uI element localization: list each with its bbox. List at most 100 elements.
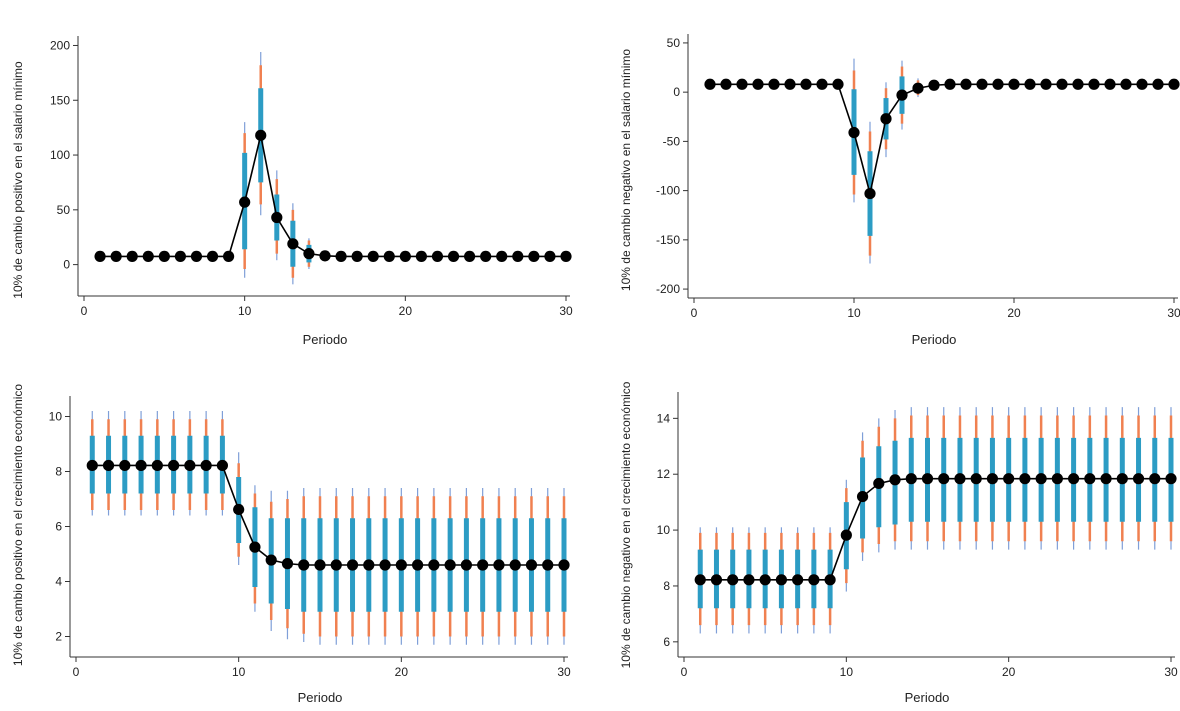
x-tick-label: 10 xyxy=(238,304,252,318)
data-point xyxy=(265,554,277,566)
data-point xyxy=(727,574,739,586)
data-point xyxy=(944,78,956,90)
data-point xyxy=(775,574,788,586)
data-point xyxy=(239,196,251,208)
data-point xyxy=(206,250,219,262)
data-point xyxy=(1088,78,1100,90)
y-tick-label: -50 xyxy=(663,134,681,148)
x-tick-label: 10 xyxy=(232,665,246,679)
data-point xyxy=(428,559,440,571)
data-point xyxy=(190,250,203,262)
data-point xyxy=(1120,78,1132,90)
data-point xyxy=(880,113,892,125)
x-tick-label: 20 xyxy=(399,304,413,318)
data-point xyxy=(986,473,999,485)
data-point xyxy=(743,574,755,586)
data-point xyxy=(1104,78,1116,90)
y-tick-label: 8 xyxy=(663,579,670,593)
data-point xyxy=(856,490,869,503)
data-point xyxy=(509,559,521,571)
y-tick-label: 12 xyxy=(657,467,671,481)
data-point xyxy=(873,477,885,490)
y-axis-title: 10% de cambio negativo en el salario mín… xyxy=(619,49,633,291)
panel-positive-minwage: 10% de cambio positivo en el salario mín… xyxy=(11,36,573,347)
y-tick-label: 4 xyxy=(55,575,62,589)
series-line xyxy=(700,477,1171,581)
data-point xyxy=(1136,78,1148,90)
data-point xyxy=(94,250,106,262)
data-point xyxy=(800,78,812,90)
data-point xyxy=(816,78,828,90)
data-point xyxy=(1152,78,1164,90)
data-point xyxy=(808,574,820,586)
data-point xyxy=(395,559,407,571)
y-tick-label: -100 xyxy=(656,184,680,198)
data-point xyxy=(431,250,444,262)
data-point xyxy=(976,78,988,90)
data-point xyxy=(174,250,186,262)
data-point xyxy=(1149,473,1161,485)
data-point xyxy=(367,250,379,262)
data-point xyxy=(832,78,844,90)
data-point xyxy=(736,78,748,90)
data-point xyxy=(464,250,476,262)
data-point xyxy=(447,250,460,262)
data-point xyxy=(415,250,427,262)
series-line xyxy=(710,83,1174,194)
data-point xyxy=(752,78,764,90)
x-tick-label: 30 xyxy=(1167,306,1180,320)
data-point xyxy=(151,459,163,472)
x-tick-label: 0 xyxy=(681,665,688,679)
y-tick-label: 6 xyxy=(663,635,670,649)
data-point xyxy=(460,559,472,571)
data-point xyxy=(271,211,283,224)
data-point xyxy=(102,459,115,472)
data-point xyxy=(768,78,780,90)
data-point xyxy=(287,238,299,250)
x-tick-label: 30 xyxy=(557,665,571,679)
y-tick-label: 14 xyxy=(657,411,671,425)
data-point xyxy=(720,78,732,90)
data-point xyxy=(792,574,804,586)
data-point xyxy=(992,78,1004,90)
data-point xyxy=(1035,473,1047,485)
x-axis-title: Periodo xyxy=(298,690,343,705)
data-point xyxy=(335,250,347,262)
y-tick-label: 0 xyxy=(63,258,70,272)
data-point xyxy=(905,473,917,485)
series-line xyxy=(100,135,566,258)
data-point xyxy=(1040,78,1052,90)
data-point xyxy=(363,559,375,571)
data-point xyxy=(954,473,966,485)
data-point xyxy=(542,559,554,571)
data-point xyxy=(710,574,723,586)
y-tick-label: 8 xyxy=(55,465,62,479)
data-point xyxy=(200,459,212,472)
data-point xyxy=(1056,78,1068,90)
data-point xyxy=(1024,78,1036,90)
panel-negative-minwage: 10% de cambio negativo en el salario mín… xyxy=(619,34,1180,347)
x-tick-label: 10 xyxy=(847,306,861,320)
panel-negative-growth: 10% de cambio negativo en el crecimiento… xyxy=(619,381,1178,705)
data-point xyxy=(216,459,228,472)
x-axis-title: Periodo xyxy=(912,332,957,347)
data-point xyxy=(351,250,363,262)
data-point xyxy=(960,78,972,90)
x-axis-title: Periodo xyxy=(905,690,950,705)
y-tick-label: 50 xyxy=(667,36,681,50)
data-point xyxy=(110,250,122,262)
data-point xyxy=(544,250,556,262)
data-point xyxy=(184,459,196,472)
data-point xyxy=(493,559,505,571)
x-tick-label: 30 xyxy=(559,304,573,318)
data-point xyxy=(135,459,147,472)
data-point xyxy=(759,574,771,586)
data-point xyxy=(249,541,261,553)
data-point xyxy=(694,574,706,586)
x-tick-label: 0 xyxy=(73,665,80,679)
y-tick-label: 0 xyxy=(673,85,680,99)
y-tick-label: 100 xyxy=(50,148,70,162)
x-tick-label: 10 xyxy=(840,665,854,679)
data-point xyxy=(314,559,326,571)
y-axis-title: 10% de cambio negativo en el crecimiento… xyxy=(619,381,633,668)
